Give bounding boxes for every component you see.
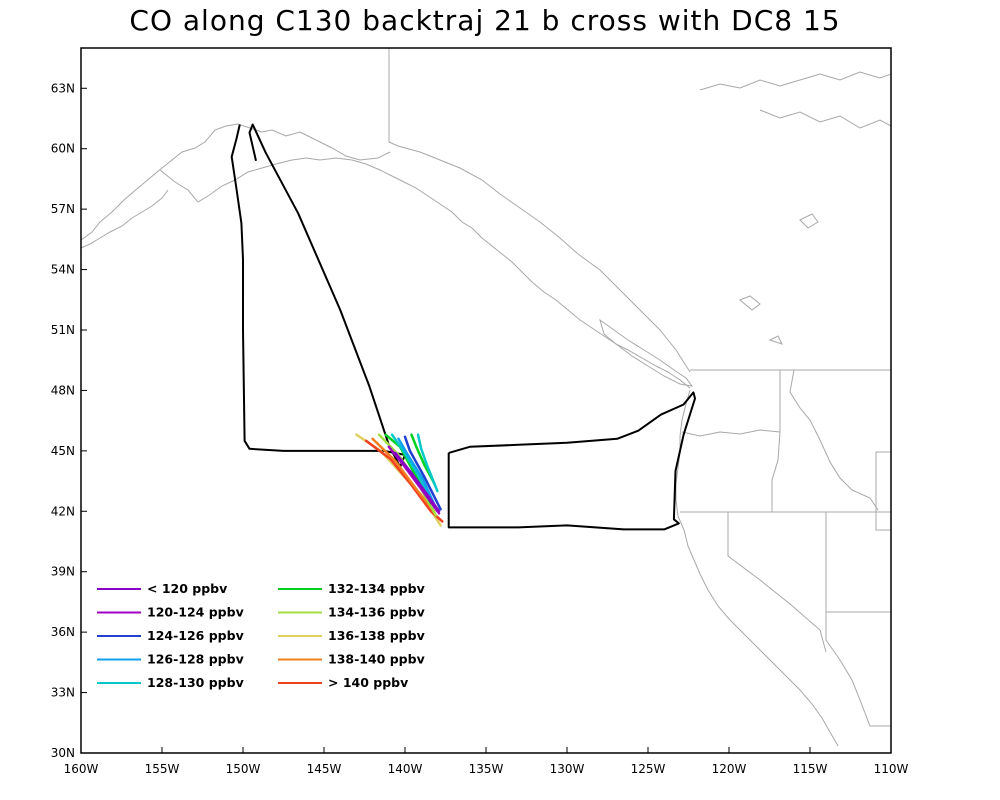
coastline-lakes bbox=[739, 213, 819, 345]
y-tick-label: 33N bbox=[51, 686, 75, 700]
y-tick-label: 30N bbox=[51, 746, 75, 760]
y-tick-label: 63N bbox=[51, 81, 75, 95]
x-tick-label: 120W bbox=[712, 762, 747, 776]
back-trajectory bbox=[397, 437, 439, 513]
back-trajectory bbox=[394, 451, 441, 513]
coastline-arctic bbox=[699, 71, 891, 91]
y-tick-label: 36N bbox=[51, 625, 75, 639]
border-wa-or bbox=[681, 429, 781, 437]
coastline-bc bbox=[391, 175, 691, 389]
y-tick-label: 39N bbox=[51, 565, 75, 579]
c130-flight-track bbox=[447, 391, 696, 531]
x-tick-label: 115W bbox=[793, 762, 828, 776]
border-wy bbox=[875, 451, 891, 531]
legend-label: 134-136 ppbv bbox=[328, 605, 425, 620]
y-tick-label: 57N bbox=[51, 202, 75, 216]
trajectories bbox=[355, 433, 444, 527]
border-ut-az bbox=[825, 612, 891, 727]
border-id-mt bbox=[789, 369, 879, 511]
y-tick-label: 60N bbox=[51, 142, 75, 156]
back-trajectory bbox=[416, 433, 439, 493]
legend-label: 124-126 ppbv bbox=[147, 628, 244, 643]
coastline-peninsula bbox=[81, 189, 169, 249]
border-alaska-canada bbox=[388, 48, 691, 373]
coastline-hudson bbox=[759, 109, 891, 129]
back-trajectory bbox=[387, 445, 441, 515]
x-tick-label: 155W bbox=[145, 762, 180, 776]
axes: 160W 155W 150W 145W 140W 135W 130W 125W 120W 115W… bbox=[51, 81, 909, 776]
legend-label: 128-130 ppbv bbox=[147, 675, 244, 690]
y-tick-label: 45N bbox=[51, 444, 75, 458]
map-title: CO along C130 backtraj 21 b cross with D… bbox=[129, 4, 840, 37]
x-tick-label: 110W bbox=[874, 762, 909, 776]
legend-label: > 140 ppbv bbox=[328, 675, 408, 690]
x-tick-label: 145W bbox=[307, 762, 342, 776]
coastline-alaska bbox=[81, 123, 391, 241]
y-tick-label: 42N bbox=[51, 504, 75, 518]
y-tick-label: 54N bbox=[51, 263, 75, 277]
coastline-alaska-gulf bbox=[159, 157, 393, 203]
border-ca-nv bbox=[727, 512, 827, 653]
legend-label: 132-134 ppbv bbox=[328, 581, 425, 596]
x-tick-label: 130W bbox=[550, 762, 585, 776]
coastline-vancouver-island bbox=[599, 318, 694, 387]
legend-label: 138-140 ppbv bbox=[328, 652, 425, 667]
legend-label: < 120 ppbv bbox=[147, 581, 227, 596]
legend: < 120 ppbv 120-124 ppbv 124-126 ppbv 126-12… bbox=[97, 581, 425, 690]
map-frame bbox=[80, 47, 892, 754]
x-tick-label: 140W bbox=[388, 762, 423, 776]
border-nv-ut bbox=[825, 512, 891, 613]
coastline-us-west bbox=[675, 389, 839, 747]
back-trajectory bbox=[371, 437, 436, 513]
legend-label: 126-128 ppbv bbox=[147, 652, 244, 667]
legend-label: 120-124 ppbv bbox=[147, 605, 244, 620]
x-tick-label: 135W bbox=[469, 762, 504, 776]
y-tick-label: 48N bbox=[51, 383, 75, 397]
dc8-flight-track bbox=[230, 123, 406, 468]
border-or-id bbox=[771, 431, 781, 512]
y-tick-label: 51N bbox=[51, 323, 75, 337]
back-trajectory bbox=[355, 433, 442, 527]
legend-label: 136-138 ppbv bbox=[328, 628, 425, 643]
back-trajectory bbox=[403, 435, 442, 511]
x-tick-label: 160W bbox=[64, 762, 99, 776]
x-tick-label: 150W bbox=[226, 762, 261, 776]
x-tick-label: 125W bbox=[631, 762, 666, 776]
flight-tracks bbox=[230, 123, 696, 531]
